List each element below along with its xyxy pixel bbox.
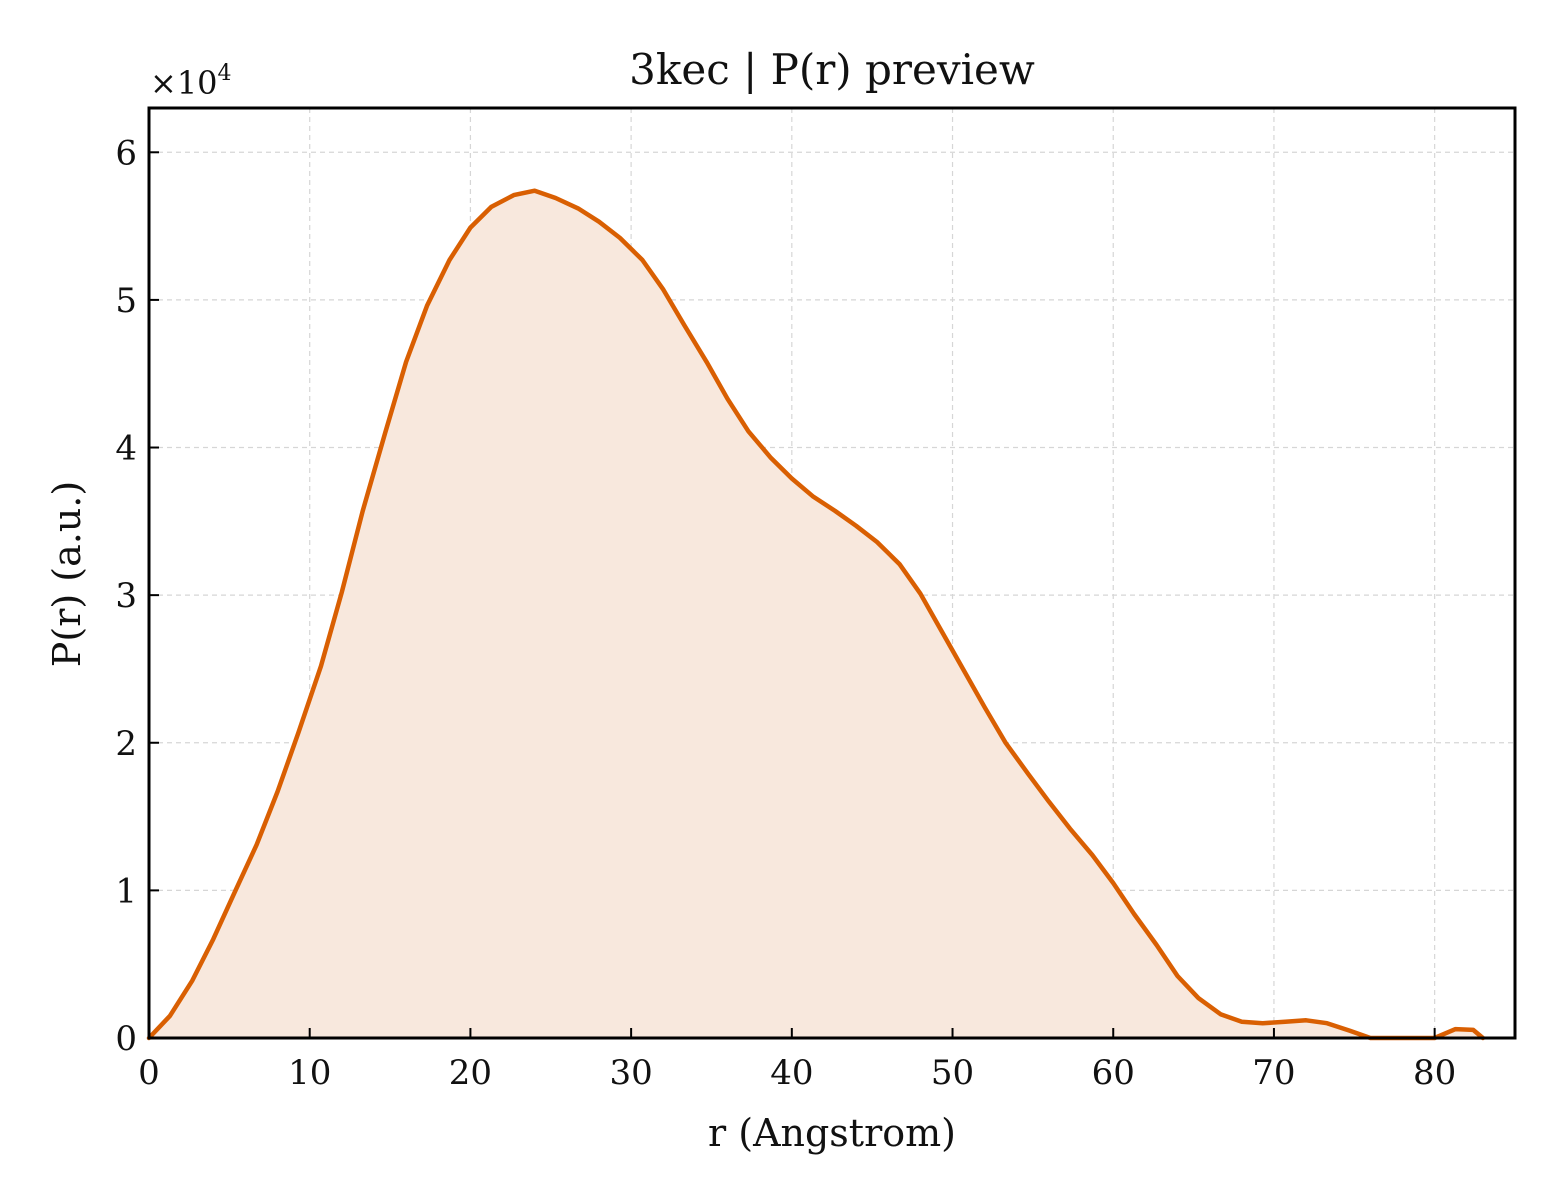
x-tick-label: 70	[1252, 1053, 1295, 1093]
y-tick-label: 1	[115, 871, 137, 911]
x-tick-label: 30	[609, 1053, 652, 1093]
x-tick-label: 20	[449, 1053, 492, 1093]
x-tick-label: 10	[288, 1053, 331, 1093]
y-tick-label: 4	[115, 429, 137, 469]
x-tick-label: 50	[931, 1053, 974, 1093]
y-axis-title: P(r) (a.u.)	[45, 481, 89, 667]
y-axis-multiplier-exponent: 4	[218, 61, 232, 86]
x-axis-ticks: 0 10 20 30 40 50 60 70 80	[138, 1028, 1456, 1093]
plot-frame	[147, 106, 1517, 1040]
x-tick-label: 0	[138, 1053, 160, 1093]
y-tick-label: 6	[115, 133, 137, 173]
y-tick-label: 2	[115, 724, 137, 764]
chart-title: 3kec | P(r) preview	[629, 45, 1035, 94]
y-tick-label: 5	[115, 281, 137, 321]
x-tick-label: 60	[1092, 1053, 1135, 1093]
y-axis-multiplier: ×104	[150, 61, 232, 102]
x-axis-title: r (Angstrom)	[708, 1111, 956, 1155]
area-fill	[149, 190, 1483, 1038]
series-line	[146, 188, 1486, 1041]
y-tick-label: 0	[115, 1019, 137, 1059]
x-tick-label: 80	[1413, 1053, 1456, 1093]
y-axis-multiplier-base: ×10	[150, 64, 218, 102]
y-tick-label: 3	[115, 576, 137, 616]
x-tick-label: 40	[770, 1053, 813, 1093]
y-axis-ticks: 0 1 2 3 4 5 6	[115, 133, 159, 1059]
